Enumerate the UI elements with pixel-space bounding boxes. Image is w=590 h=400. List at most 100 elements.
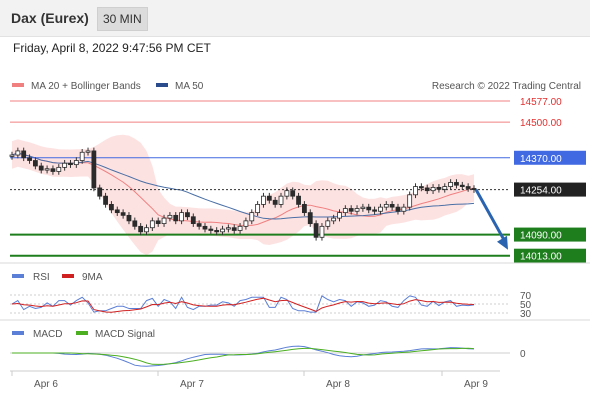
candle-body	[91, 150, 97, 189]
ma50-legend-label: MA 50	[175, 81, 204, 92]
candle	[459, 181, 465, 190]
macd-line	[12, 345, 475, 367]
candle-body	[442, 186, 448, 190]
candle	[15, 147, 21, 159]
candle-body	[459, 184, 465, 187]
candle	[120, 209, 126, 219]
candle	[319, 223, 325, 241]
candle	[360, 203, 366, 212]
macd-legend-label: MACD	[33, 329, 62, 340]
candle-body	[149, 220, 155, 229]
candle-body	[325, 220, 331, 227]
candle-body	[413, 186, 418, 196]
candle	[266, 192, 272, 204]
candle-body	[360, 206, 366, 209]
candle	[208, 225, 214, 234]
rsi-line	[11, 295, 475, 313]
candle-body	[62, 162, 68, 168]
candle	[237, 223, 243, 234]
candle-body	[471, 188, 477, 190]
level-tag-3	[514, 182, 586, 197]
candle-body	[138, 225, 144, 233]
candle-body	[261, 195, 266, 205]
candle-body	[296, 195, 301, 205]
candle	[179, 209, 184, 225]
candle-body	[354, 208, 360, 212]
candle	[144, 224, 149, 236]
rsi-ma-legend-label: 9MA	[82, 272, 103, 283]
candle-body	[103, 195, 108, 205]
candle-body	[342, 208, 348, 214]
candle	[109, 201, 114, 214]
candle-body	[85, 150, 91, 153]
candle-body	[56, 166, 62, 172]
candle	[401, 203, 407, 215]
candle	[62, 159, 68, 171]
candle	[249, 209, 255, 225]
candle-body	[173, 214, 179, 222]
rsi-legend-label: RSI	[33, 272, 50, 283]
macd-legend-swatch	[12, 331, 24, 335]
candle-body	[290, 190, 296, 197]
candle-body	[231, 227, 237, 231]
candle	[185, 209, 190, 221]
candle	[424, 184, 430, 194]
candle-body	[237, 225, 243, 231]
candle-body	[144, 227, 149, 233]
candle	[348, 205, 354, 215]
candle	[383, 201, 389, 211]
candle-body	[161, 217, 167, 225]
macd-signal-legend-swatch	[76, 331, 88, 335]
candle	[296, 192, 301, 208]
candle-body	[284, 190, 290, 197]
candle-body	[220, 228, 225, 233]
candle	[331, 214, 337, 225]
macd-signal-legend-label: MACD Signal	[95, 329, 155, 340]
candle	[138, 223, 144, 236]
candle-body	[436, 186, 442, 190]
timeframe-button[interactable]: 30 MIN	[97, 7, 148, 31]
candle	[302, 201, 307, 216]
candle	[465, 183, 471, 192]
rsi-legend-swatch	[12, 274, 24, 278]
candle	[56, 164, 62, 175]
level-label-1: 14500.00	[520, 118, 562, 129]
x-axis: Apr 6 Apr 7 Apr 8 Apr 9	[11, 371, 488, 390]
macd-panel: 0	[10, 345, 526, 367]
candle-body	[313, 223, 319, 238]
candle	[91, 147, 97, 192]
candle-body	[243, 220, 249, 227]
ma-bb-legend-label: MA 20 + Bollinger Bands	[31, 81, 141, 92]
x-tick-label-2: Apr 8	[326, 379, 350, 390]
rsi-level-label-2: 30	[520, 309, 532, 320]
level-label-3: 14254.00	[520, 186, 562, 197]
candle	[155, 217, 161, 227]
bollinger-band	[12, 134, 474, 256]
candle	[103, 192, 108, 208]
candle	[418, 183, 424, 192]
forecast-arrow-shaft	[474, 188, 507, 243]
candle	[79, 148, 85, 164]
candle-body	[9, 154, 15, 157]
candle-body	[307, 212, 313, 224]
x-tick-label-0: Apr 6	[34, 379, 58, 390]
candle-body	[208, 228, 214, 231]
candle	[161, 214, 167, 227]
candle-body	[79, 151, 85, 161]
candle	[342, 205, 348, 216]
candle	[337, 209, 342, 222]
candle-body	[465, 186, 471, 189]
ma-bb-legend-swatch	[12, 83, 24, 87]
candle-body	[50, 168, 56, 172]
candle	[27, 154, 32, 164]
candle-body	[179, 212, 184, 222]
forecast-arrow-head	[497, 235, 508, 250]
candle	[149, 217, 155, 232]
candle	[454, 179, 459, 189]
candle	[395, 203, 401, 215]
candle-body	[132, 220, 138, 227]
candle-body	[167, 214, 173, 219]
candle	[430, 184, 436, 194]
candle-body	[302, 203, 307, 214]
